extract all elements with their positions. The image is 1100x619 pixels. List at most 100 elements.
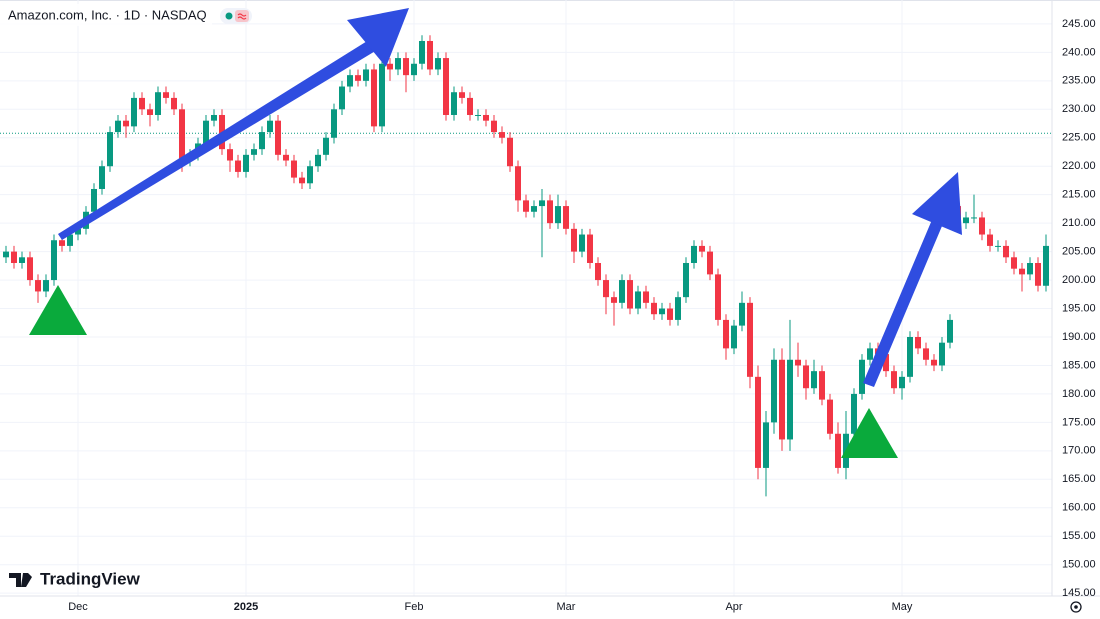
y-tick-label: 160.00: [1062, 502, 1096, 514]
annotation-triangle: [29, 285, 87, 335]
candle-body: [371, 69, 377, 127]
candle-body: [27, 257, 33, 281]
candle-body: [179, 109, 185, 161]
candle-body: [235, 160, 241, 172]
candle-body: [771, 359, 777, 423]
y-tick-label: 185.00: [1062, 359, 1096, 371]
candle-body: [531, 206, 537, 212]
y-tick-label: 155.00: [1062, 530, 1096, 542]
candle-body: [635, 291, 641, 309]
candle-body: [763, 422, 769, 468]
candle-body: [411, 63, 417, 76]
candle-body: [691, 245, 697, 263]
y-tick-label: 235.00: [1062, 75, 1096, 87]
candle-body: [555, 206, 561, 224]
annotation-arrow-head: [347, 8, 409, 67]
annotation-arrow-shaft: [58, 38, 377, 240]
candle-body: [307, 166, 313, 184]
candle-body: [211, 114, 217, 121]
candle-body: [627, 280, 633, 309]
candle-body: [795, 359, 801, 366]
candle-body: [987, 234, 993, 246]
candle-body: [915, 336, 921, 349]
candle-body: [275, 120, 281, 155]
y-tick-label: 190.00: [1062, 331, 1096, 343]
candle-body: [323, 137, 329, 155]
y-tick-label: 165.00: [1062, 473, 1096, 485]
candle-body: [259, 132, 265, 150]
candle-body: [563, 206, 569, 229]
candle-body: [603, 280, 609, 298]
candle-body: [227, 149, 233, 161]
candle-body: [283, 154, 289, 161]
candle-body: [1027, 262, 1033, 275]
candle-body: [267, 120, 273, 133]
logo-text: TradingView: [40, 569, 141, 588]
candle-body: [883, 354, 889, 372]
candle-body: [443, 58, 449, 115]
candle-body: [51, 240, 57, 281]
candle-body: [483, 114, 489, 121]
y-tick-label: 145.00: [1062, 587, 1096, 599]
candle-body: [571, 228, 577, 252]
y-tick-label: 210.00: [1062, 217, 1096, 229]
candle-body: [451, 92, 457, 115]
settings-icon[interactable]: [1070, 601, 1082, 613]
candle-body: [547, 200, 553, 224]
candle-body: [947, 319, 953, 343]
candle-body: [619, 280, 625, 303]
y-tick-label: 180.00: [1062, 388, 1096, 400]
y-tick-label: 195.00: [1062, 302, 1096, 314]
candle-body: [499, 132, 505, 138]
candle-body: [1019, 268, 1025, 275]
candle-body: [59, 240, 65, 246]
candle-body: [667, 308, 673, 320]
annotation-arrow-head: [912, 172, 962, 235]
candle-body: [403, 58, 409, 76]
candle-body: [339, 86, 345, 110]
candle-body: [699, 245, 705, 252]
candle-body: [659, 308, 665, 315]
candle-body: [907, 336, 913, 377]
candle-body: [363, 69, 369, 81]
candle-body: [643, 291, 649, 303]
annotation-arrow-shaft: [863, 215, 945, 387]
candle-body: [979, 217, 985, 235]
candle-body: [43, 280, 49, 292]
candle-body: [539, 200, 545, 207]
candle-body: [891, 371, 897, 389]
candle-body: [1003, 245, 1009, 258]
candle-body: [347, 75, 353, 87]
x-tick-label: May: [892, 601, 913, 613]
candle-body: [963, 217, 969, 224]
x-tick-label: Mar: [557, 601, 576, 613]
candle-body: [651, 302, 657, 315]
candle-body: [11, 251, 17, 263]
candle-body: [971, 217, 977, 219]
candle-body: [715, 274, 721, 320]
candle-body: [939, 342, 945, 366]
candle-body: [811, 371, 817, 389]
y-tick-label: 230.00: [1062, 103, 1096, 115]
candle-body: [835, 433, 841, 468]
candle-body: [923, 348, 929, 360]
grid: [0, 0, 1052, 596]
y-tick-label: 170.00: [1062, 445, 1096, 457]
y-tick-label: 245.00: [1062, 18, 1096, 30]
logo: TradingView: [9, 569, 141, 588]
settings-button[interactable]: [1070, 601, 1082, 613]
candle-body: [515, 166, 521, 201]
y-tick-label: 205.00: [1062, 246, 1096, 258]
candle-body: [475, 114, 481, 116]
candle-body: [747, 302, 753, 377]
candle-body: [171, 97, 177, 110]
candle-body: [779, 359, 785, 440]
candle-body: [99, 166, 105, 189]
candle-body: [467, 97, 473, 115]
candle-body: [595, 262, 601, 281]
logo-mark: [9, 573, 32, 587]
symbol-title: Amazon.com, Inc. · 1D · NASDAQ: [8, 7, 207, 22]
candle-body: [1011, 257, 1017, 269]
